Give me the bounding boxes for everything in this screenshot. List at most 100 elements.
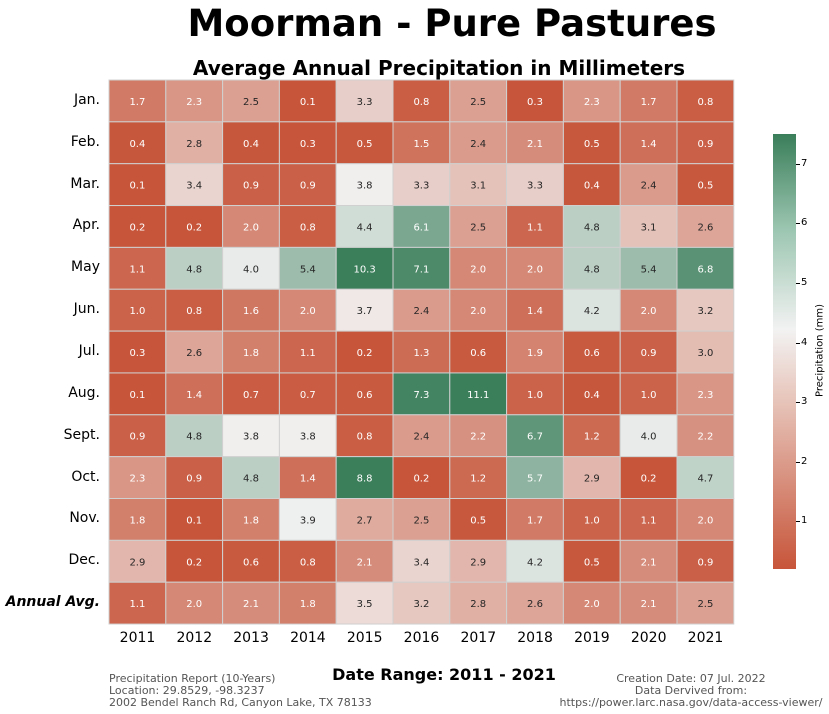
heatmap-cell	[392, 539, 451, 583]
heatmap-cell	[619, 581, 678, 625]
cell-value-label: 0.6	[470, 348, 486, 359]
row-label: Dec.	[68, 552, 100, 569]
cell-value-label: 1.1	[300, 348, 316, 359]
heatmap-cell	[335, 581, 394, 625]
cell-value-label: 0.4	[129, 139, 145, 150]
cell-value-label: 0.9	[129, 432, 145, 443]
cell-value-label: 2.5	[470, 222, 486, 233]
cell-value-label: 0.8	[413, 97, 429, 108]
cell-value-label: 1.8	[300, 599, 316, 610]
heatmap-cell	[222, 539, 280, 583]
cell-value-label: 3.4	[186, 181, 202, 192]
cell-value-label: 0.5	[470, 515, 486, 526]
cell-value-label: 2.5	[697, 599, 713, 610]
footer-report-info: Precipitation Report (10-Years) Location…	[109, 673, 372, 709]
cell-value-label: 0.2	[641, 474, 657, 485]
heatmap-cell	[165, 372, 224, 416]
heatmap-cell	[165, 539, 224, 583]
heatmap-cell	[222, 121, 280, 165]
cell-value-label: 2.1	[243, 599, 259, 610]
cell-value-label: 0.5	[584, 139, 600, 150]
row-label: Annual Avg.	[5, 594, 100, 611]
heatmap-cell	[506, 288, 564, 332]
cell-value-label: 2.1	[641, 557, 657, 568]
heatmap-cell	[222, 581, 280, 625]
cell-value-label: 1.3	[413, 348, 429, 359]
heatmap-cell	[108, 246, 167, 290]
cell-value-label: 0.8	[697, 97, 713, 108]
cell-value-label: 0.5	[584, 557, 600, 568]
cell-value-label: 2.0	[584, 599, 600, 610]
cell-value-label: 0.6	[584, 348, 600, 359]
cell-value-label: 1.7	[129, 97, 145, 108]
cell-value-label: 0.4	[584, 390, 600, 401]
cell-value-label: 2.1	[357, 557, 373, 568]
cell-value-label: 0.4	[243, 139, 259, 150]
cell-value-label: 1.0	[129, 306, 145, 317]
cell-value-label: 2.0	[470, 306, 486, 317]
heatmap-cell	[449, 539, 508, 583]
heatmap-cell	[619, 539, 678, 583]
cell-value-label: 2.4	[470, 139, 486, 150]
heatmap-cell	[562, 205, 621, 248]
cell-value-label: 0.1	[129, 390, 145, 401]
cell-value-label: 1.4	[186, 390, 202, 401]
cell-value-label: 1.7	[641, 97, 657, 108]
heatmap-cell	[335, 498, 394, 541]
heatmap-cell	[165, 121, 224, 165]
cell-value-label: 2.0	[243, 222, 259, 233]
cell-value-label: 0.2	[186, 222, 202, 233]
cell-value-label: 2.9	[584, 474, 600, 485]
heatmap-cell	[335, 414, 394, 458]
cell-value-label: 0.8	[186, 306, 202, 317]
cell-value-label: 0.1	[129, 181, 145, 192]
cell-value-label: 2.2	[470, 432, 486, 443]
cell-value-label: 1.0	[641, 390, 657, 401]
cell-value-label: 4.8	[186, 432, 202, 443]
cell-value-label: 4.4	[357, 222, 373, 233]
heatmap-cell	[506, 414, 564, 458]
cell-value-label: 3.1	[470, 181, 486, 192]
heatmap-cell	[676, 414, 735, 458]
cell-value-label: 0.2	[186, 557, 202, 568]
footer-source-url: https://power.larc.nasa.gov/data-access-…	[559, 696, 823, 709]
heatmap-cell	[165, 205, 224, 248]
heatmap-cell	[619, 79, 678, 123]
heatmap-cell	[449, 581, 508, 625]
heatmap-cell	[392, 79, 451, 123]
cell-value-label: 0.2	[357, 348, 373, 359]
row-label: Jul.	[78, 343, 100, 360]
colorbar-tick-mark	[796, 402, 800, 404]
colorbar-tick-label: 1	[801, 515, 808, 527]
cell-value-label: 0.3	[300, 139, 316, 150]
heatmap-cell	[222, 456, 280, 499]
cell-value-label: 4.8	[243, 474, 259, 485]
cell-value-label: 2.3	[129, 474, 145, 485]
heatmap-cell	[619, 163, 678, 207]
main-title: Moorman - Pure Pastures	[187, 2, 717, 45]
column-label: 2021	[687, 630, 724, 646]
colorbar-label: Precipitation (mm)	[814, 304, 826, 397]
cell-value-label: 2.4	[413, 306, 429, 317]
cell-value-label: 7.1	[413, 264, 429, 275]
cell-value-label: 0.1	[186, 515, 202, 526]
heatmap-cell	[676, 372, 735, 416]
heatmap-cell	[165, 498, 224, 541]
heatmap-cell	[676, 498, 735, 541]
x-axis-caption: Date Range: 2011 - 2021	[332, 665, 556, 684]
colorbar	[773, 134, 796, 569]
cell-value-label: 2.4	[641, 181, 657, 192]
cell-value-label: 2.4	[413, 432, 429, 443]
heatmap-cell	[676, 121, 735, 165]
cell-value-label: 1.0	[584, 515, 600, 526]
cell-value-label: 0.7	[300, 390, 316, 401]
colorbar-tick-mark	[796, 461, 800, 463]
heatmap-cell	[335, 330, 394, 374]
row-label: Aug.	[68, 384, 100, 401]
cell-value-label: 3.3	[357, 97, 373, 108]
colorbar-tick-label: 3	[801, 396, 808, 408]
cell-value-label: 2.6	[527, 599, 543, 610]
column-label: 2013	[233, 630, 269, 646]
heatmap-cell	[449, 205, 508, 248]
cell-value-label: 4.8	[584, 264, 600, 275]
